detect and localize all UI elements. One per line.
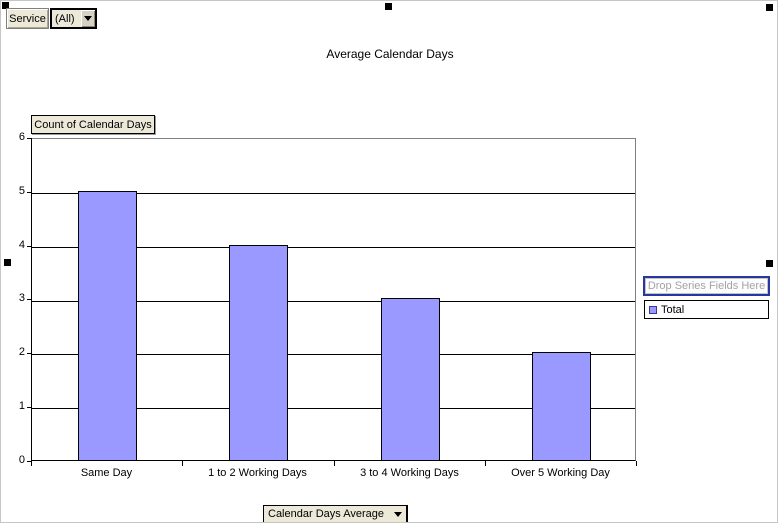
selection-handle-left-middle[interactable] bbox=[4, 259, 11, 266]
x-axis-category-label: 3 to 4 Working Days bbox=[360, 467, 459, 479]
page-field-value: (All) bbox=[55, 12, 75, 25]
page-field-service-button[interactable]: Service bbox=[6, 8, 49, 29]
y-axis-tick bbox=[27, 407, 32, 408]
gridline bbox=[32, 301, 635, 302]
y-axis-label: 1 bbox=[18, 400, 25, 412]
chevron-down-icon bbox=[394, 511, 402, 517]
x-axis-category-label: Over 5 Working Day bbox=[511, 467, 610, 479]
x-axis-tick bbox=[31, 461, 32, 466]
x-axis-tick bbox=[636, 461, 637, 466]
y-axis-label: 5 bbox=[18, 185, 25, 197]
legend[interactable]: Total bbox=[644, 300, 769, 319]
y-axis-tick bbox=[27, 192, 32, 193]
legend-series-label: Total bbox=[661, 303, 685, 316]
drop-series-fields-zone[interactable]: Drop Series Fields Here bbox=[643, 276, 770, 296]
x-axis-tick bbox=[334, 461, 335, 466]
y-axis-label: 3 bbox=[18, 292, 25, 304]
data-field-label: Count of Calendar Days bbox=[34, 118, 152, 131]
y-axis-tick bbox=[27, 138, 32, 139]
selection-handle-top-middle[interactable] bbox=[385, 3, 392, 10]
y-axis-tick bbox=[27, 461, 32, 462]
page-field-label: Service bbox=[9, 12, 46, 25]
page-field-value-dropdown[interactable]: (All) bbox=[50, 8, 97, 29]
x-axis-tick bbox=[182, 461, 183, 466]
gridline bbox=[32, 408, 635, 409]
bar-same-day[interactable] bbox=[78, 191, 137, 460]
selection-handle-top-left[interactable] bbox=[2, 2, 9, 9]
y-axis-label: 4 bbox=[18, 239, 25, 251]
y-axis-tick bbox=[27, 299, 32, 300]
bar-1-to-2-working-days[interactable] bbox=[229, 245, 288, 460]
category-field-dropdown[interactable]: Calendar Days Average bbox=[263, 505, 408, 522]
y-axis-tick bbox=[27, 246, 32, 247]
chart-title: Average Calendar Days bbox=[326, 47, 454, 61]
gridline bbox=[32, 354, 635, 355]
legend-series-marker bbox=[649, 305, 657, 314]
category-field-label: Calendar Days Average bbox=[268, 508, 384, 520]
selection-handle-top-right[interactable] bbox=[766, 4, 773, 11]
selection-handle-right-middle[interactable] bbox=[766, 260, 773, 267]
chevron-down-icon bbox=[84, 16, 92, 21]
y-axis-tick bbox=[27, 353, 32, 354]
plot-area bbox=[31, 138, 636, 461]
x-axis-category-label: 1 to 2 Working Days bbox=[208, 467, 307, 479]
y-axis-label: 0 bbox=[18, 454, 25, 466]
bar-over-5-working-day[interactable] bbox=[532, 352, 591, 460]
bar-3-to-4-working-days[interactable] bbox=[381, 298, 440, 460]
data-field-button[interactable]: Count of Calendar Days bbox=[31, 115, 155, 134]
y-axis-label: 6 bbox=[18, 131, 25, 143]
gridline bbox=[32, 247, 635, 248]
page-field-dropdown-button[interactable] bbox=[81, 10, 95, 27]
y-axis-label: 2 bbox=[18, 346, 25, 358]
gridline bbox=[32, 193, 635, 194]
drop-series-fields-text: Drop Series Fields Here bbox=[645, 278, 768, 294]
x-axis-tick bbox=[485, 461, 486, 466]
x-axis-category-label: Same Day bbox=[80, 467, 133, 479]
